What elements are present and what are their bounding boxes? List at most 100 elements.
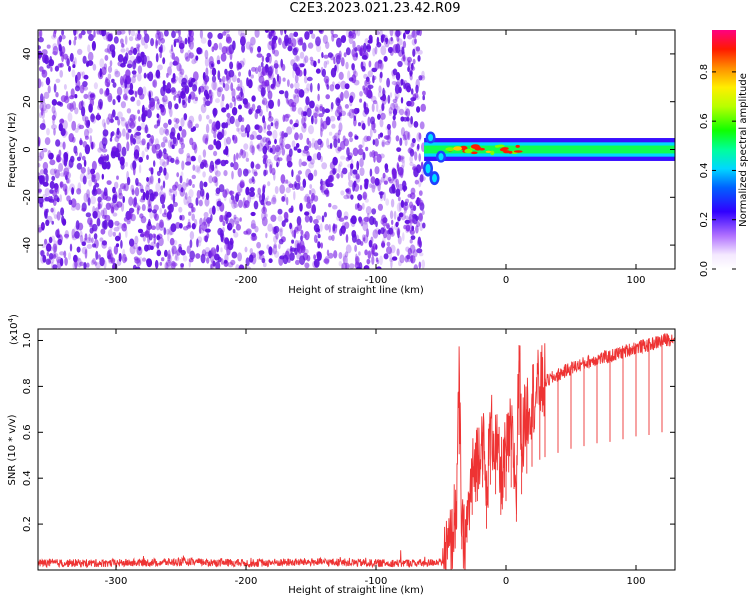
noise-blob [408, 201, 414, 209]
noise-blob [356, 160, 360, 171]
noise-blob [395, 178, 400, 189]
noise-blob [41, 243, 46, 248]
noise-blob [342, 135, 346, 143]
noise-blob [233, 153, 236, 163]
noise-blob [362, 237, 366, 242]
noise-blob [135, 177, 139, 186]
noise-blob [273, 243, 277, 249]
figure-title: C2E3.2023.021.23.42.R09 [289, 1, 461, 16]
noise-blob [400, 116, 405, 122]
noise-blob [349, 137, 353, 143]
noise-blob [59, 194, 62, 203]
noise-blob [59, 118, 65, 124]
noise-blob [99, 141, 104, 151]
noise-blob [44, 238, 48, 245]
noise-blob [306, 76, 313, 82]
noise-blob [404, 30, 411, 35]
noise-blob [124, 95, 129, 101]
noise-blob [137, 109, 141, 115]
noise-blob [381, 103, 385, 112]
noise-blob [373, 155, 376, 163]
noise-blob [71, 120, 77, 131]
noise-blob [292, 93, 296, 99]
noise-blob [159, 194, 166, 205]
noise-blob [46, 241, 50, 250]
noise-blob [182, 226, 189, 231]
noise-blob [226, 112, 231, 118]
noise-blob [372, 75, 375, 84]
noise-blob [203, 211, 209, 219]
snr-frame [37, 328, 676, 571]
noise-blob [210, 247, 214, 257]
noise-blob [194, 165, 201, 173]
noise-blob [293, 122, 299, 128]
noise-blob [228, 190, 235, 195]
noise-blob [56, 211, 61, 221]
noise-blob [41, 49, 48, 56]
noise-blob [52, 264, 58, 269]
noise-blob [386, 123, 391, 130]
noise-blob [180, 264, 184, 269]
noise-blob [245, 157, 250, 162]
noise-blob [39, 123, 46, 130]
noise-blob [381, 139, 386, 148]
noise-blob [274, 120, 279, 130]
noise-blob [106, 180, 112, 186]
noise-blob [407, 251, 411, 256]
noise-blob [403, 56, 410, 66]
noise-blob [194, 96, 198, 102]
noise-blob [121, 43, 125, 48]
noise-blob [250, 74, 254, 79]
noise-blob [113, 36, 119, 44]
noise-blob [141, 150, 145, 158]
noise-blob [406, 85, 412, 93]
noise-blob [359, 98, 363, 103]
noise-blob [320, 242, 324, 249]
noise-blob [339, 161, 343, 167]
noise-blob [224, 159, 229, 165]
noise-blob [94, 207, 99, 214]
noise-blob [275, 67, 278, 75]
noise-blob [214, 166, 219, 176]
noise-blob [99, 58, 105, 68]
noise-blob [256, 241, 261, 249]
noise-blob [354, 244, 357, 252]
noise-blob [167, 119, 172, 125]
noise-blob [274, 138, 277, 145]
noise-blob [101, 148, 108, 153]
noise-blob [294, 132, 299, 141]
noise-blob [232, 199, 236, 205]
noise-blob [381, 141, 385, 147]
noise-blob [347, 155, 352, 161]
y-tick-label: 0.8 [22, 378, 33, 394]
noise-blob [304, 31, 310, 40]
noise-blob [368, 239, 373, 248]
noise-blob [80, 30, 86, 36]
noise-blob [253, 171, 258, 177]
noise-blob [161, 203, 165, 209]
noise-blob [231, 88, 236, 99]
noise-blob [386, 222, 390, 229]
noise-blob [213, 150, 218, 157]
noise-blob [42, 254, 47, 263]
noise-blob [220, 160, 225, 167]
noise-blob [286, 99, 289, 105]
noise-blob [65, 154, 69, 163]
noise-blob [80, 234, 84, 244]
noise-blob [247, 79, 253, 89]
noise-blob [128, 49, 133, 56]
noise-blob [254, 112, 259, 120]
noise-blob [123, 93, 128, 101]
noise-blob [369, 183, 373, 188]
noise-blob [193, 144, 198, 154]
noise-blob [337, 115, 341, 121]
x-tick-label: -200 [235, 576, 258, 587]
noise-blob [347, 171, 351, 182]
noise-blob [258, 251, 263, 257]
noise-blob [363, 42, 367, 53]
noise-blob [199, 188, 205, 197]
noise-blob [171, 52, 175, 61]
noise-blob [284, 30, 287, 35]
noise-blob [416, 221, 421, 228]
noise-blob [403, 82, 406, 90]
